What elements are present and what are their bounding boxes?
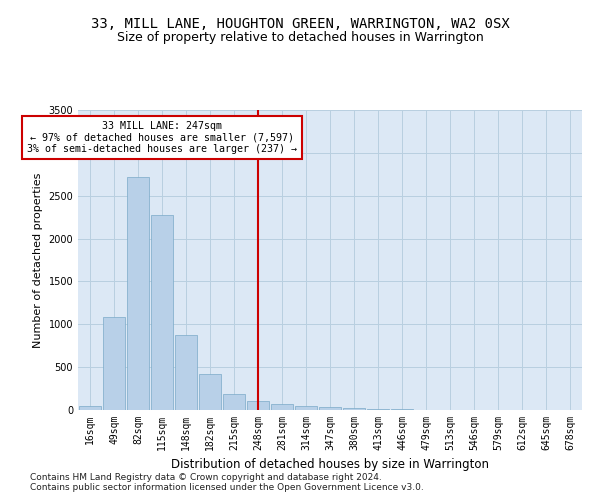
Text: 33, MILL LANE, HOUGHTON GREEN, WARRINGTON, WA2 0SX: 33, MILL LANE, HOUGHTON GREEN, WARRINGTO…	[91, 18, 509, 32]
Bar	[247, 400, 269, 410]
Y-axis label: Number of detached properties: Number of detached properties	[33, 172, 43, 348]
Bar	[343, 408, 365, 410]
Text: 33 MILL LANE: 247sqm
← 97% of detached houses are smaller (7,597)
3% of semi-det: 33 MILL LANE: 247sqm ← 97% of detached h…	[27, 121, 297, 154]
Bar	[367, 408, 389, 410]
Text: Size of property relative to detached houses in Warrington: Size of property relative to detached ho…	[116, 31, 484, 44]
Bar	[319, 408, 341, 410]
Bar	[151, 214, 173, 410]
Bar	[295, 406, 317, 410]
Bar	[271, 404, 293, 410]
X-axis label: Distribution of detached houses by size in Warrington: Distribution of detached houses by size …	[171, 458, 489, 471]
Bar	[199, 374, 221, 410]
Bar	[79, 406, 101, 410]
Text: Contains public sector information licensed under the Open Government Licence v3: Contains public sector information licen…	[30, 484, 424, 492]
Bar	[175, 336, 197, 410]
Bar	[127, 177, 149, 410]
Bar	[103, 318, 125, 410]
Bar	[223, 394, 245, 410]
Text: Contains HM Land Registry data © Crown copyright and database right 2024.: Contains HM Land Registry data © Crown c…	[30, 474, 382, 482]
